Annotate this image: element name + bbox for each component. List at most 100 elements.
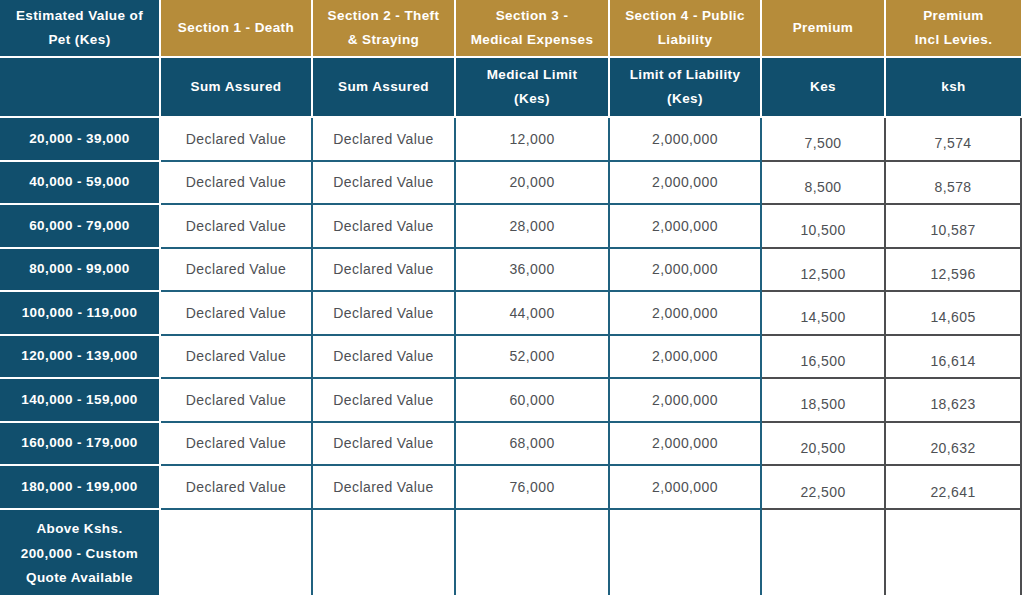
subheader-medical-limit: Medical Limit (Kes) <box>455 57 609 117</box>
header-premium-levies: Premium Incl Levies. <box>885 0 1021 57</box>
theft-sum-cell: Declared Value <box>312 465 455 509</box>
table-header: Estimated Value of Pet (Kes) Section 1 -… <box>0 0 1021 117</box>
sub-header-row: Sum Assured Sum Assured Medical Limit (K… <box>0 57 1021 117</box>
liability-limit-cell: 2,000,000 <box>609 335 761 379</box>
pet-value-cell: 100,000 - 119,000 <box>0 291 160 335</box>
header-section3-medical: Section 3 - Medical Expenses <box>455 0 609 57</box>
liability-limit-cell: 2,000,000 <box>609 204 761 248</box>
theft-sum-cell: Declared Value <box>312 422 455 466</box>
rate-row: 40,000 - 59,000 Declared Value Declared … <box>0 161 1021 205</box>
medical-limit-cell: 60,000 <box>455 378 609 422</box>
rate-row: 100,000 - 119,000 Declared Value Declare… <box>0 291 1021 335</box>
pet-value-cell: 60,000 - 79,000 <box>0 204 160 248</box>
theft-sum-cell: Declared Value <box>312 291 455 335</box>
subheader-pet-value <box>0 57 160 117</box>
death-sum-cell: Declared Value <box>160 204 312 248</box>
death-sum-cell: Declared Value <box>160 248 312 292</box>
theft-sum-cell: Declared Value <box>312 335 455 379</box>
liability-limit-cell: 2,000,000 <box>609 291 761 335</box>
pet-value-cell: 20,000 - 39,000 <box>0 117 160 161</box>
liability-limit-cell: 2,000,000 <box>609 117 761 161</box>
liability-limit-cell: 2,000,000 <box>609 248 761 292</box>
liability-limit-cell: 2,000,000 <box>609 161 761 205</box>
theft-sum-cell: Declared Value <box>312 248 455 292</box>
rate-row: 20,000 - 39,000 Declared Value Declared … <box>0 117 1021 161</box>
theft-sum-cell: Declared Value <box>312 204 455 248</box>
subheader-limit-liability: Limit of Liability (Kes) <box>609 57 761 117</box>
premium-kes-cell: 8,500 <box>761 161 885 205</box>
rate-row: 80,000 - 99,000 Declared Value Declared … <box>0 248 1021 292</box>
premium-kes-cell: 20,500 <box>761 422 885 466</box>
footer-rows: Above Kshs. 200,000 - Custom Quote Avail… <box>0 509 1021 595</box>
liability-limit-cell: 2,000,000 <box>609 465 761 509</box>
theft-sum-cell: Declared Value <box>312 378 455 422</box>
medical-limit-cell: 12,000 <box>455 117 609 161</box>
premium-kes-cell: 16,500 <box>761 335 885 379</box>
premium-incl-cell: 20,632 <box>885 422 1021 466</box>
theft-sum-cell: Declared Value <box>312 117 455 161</box>
death-sum-cell: Declared Value <box>160 291 312 335</box>
death-sum-cell: Declared Value <box>160 335 312 379</box>
rate-row: 60,000 - 79,000 Declared Value Declared … <box>0 204 1021 248</box>
premium-kes-cell: 10,500 <box>761 204 885 248</box>
medical-limit-cell: 68,000 <box>455 422 609 466</box>
rate-rows: 20,000 - 39,000 Declared Value Declared … <box>0 117 1021 509</box>
premium-incl-cell: 18,623 <box>885 378 1021 422</box>
death-sum-cell: Declared Value <box>160 422 312 466</box>
death-sum-cell: Declared Value <box>160 378 312 422</box>
medical-limit-cell: 52,000 <box>455 335 609 379</box>
premium-incl-cell: 16,614 <box>885 335 1021 379</box>
subheader-premium-kes: Kes <box>761 57 885 117</box>
theft-sum-cell-empty <box>312 509 455 595</box>
premium-incl-cell: 22,641 <box>885 465 1021 509</box>
premium-incl-cell: 14,605 <box>885 291 1021 335</box>
premium-incl-cell: 12,596 <box>885 248 1021 292</box>
liability-limit-cell: 2,000,000 <box>609 422 761 466</box>
medical-limit-cell: 76,000 <box>455 465 609 509</box>
death-sum-cell-empty <box>160 509 312 595</box>
custom-quote-row: Above Kshs. 200,000 - Custom Quote Avail… <box>0 509 1021 595</box>
header-premium: Premium <box>761 0 885 57</box>
subheader-sum-assured-1: Sum Assured <box>160 57 312 117</box>
header-section4-liability: Section 4 - Public Liability <box>609 0 761 57</box>
rate-row: 140,000 - 159,000 Declared Value Declare… <box>0 378 1021 422</box>
pet-value-cell: 160,000 - 179,000 <box>0 422 160 466</box>
medical-limit-cell: 44,000 <box>455 291 609 335</box>
liability-limit-cell-empty <box>609 509 761 595</box>
header-section2-theft: Section 2 - Theft & Straying <box>312 0 455 57</box>
premium-incl-cell: 10,587 <box>885 204 1021 248</box>
subheader-premium-ksh: ksh <box>885 57 1021 117</box>
medical-limit-cell: 36,000 <box>455 248 609 292</box>
premium-incl-cell: 7,574 <box>885 117 1021 161</box>
death-sum-cell: Declared Value <box>160 465 312 509</box>
liability-limit-cell: 2,000,000 <box>609 378 761 422</box>
pet-insurance-rate-table-container: Estimated Value of Pet (Kes) Section 1 -… <box>0 0 1024 595</box>
pet-value-cell: 40,000 - 59,000 <box>0 161 160 205</box>
premium-kes-cell: 12,500 <box>761 248 885 292</box>
theft-sum-cell: Declared Value <box>312 161 455 205</box>
custom-quote-cell: Above Kshs. 200,000 - Custom Quote Avail… <box>0 509 160 595</box>
medical-limit-cell-empty <box>455 509 609 595</box>
death-sum-cell: Declared Value <box>160 117 312 161</box>
premium-kes-cell-empty <box>761 509 885 595</box>
pet-insurance-rate-table: Estimated Value of Pet (Kes) Section 1 -… <box>0 0 1022 595</box>
rate-row: 160,000 - 179,000 Declared Value Declare… <box>0 422 1021 466</box>
premium-kes-cell: 22,500 <box>761 465 885 509</box>
premium-kes-cell: 7,500 <box>761 117 885 161</box>
rate-row: 120,000 - 139,000 Declared Value Declare… <box>0 335 1021 379</box>
medical-limit-cell: 28,000 <box>455 204 609 248</box>
premium-incl-cell-empty <box>885 509 1021 595</box>
pet-value-cell: 140,000 - 159,000 <box>0 378 160 422</box>
pet-value-cell: 80,000 - 99,000 <box>0 248 160 292</box>
rate-row: 180,000 - 199,000 Declared Value Declare… <box>0 465 1021 509</box>
medical-limit-cell: 20,000 <box>455 161 609 205</box>
pet-value-cell: 120,000 - 139,000 <box>0 335 160 379</box>
pet-value-cell: 180,000 - 199,000 <box>0 465 160 509</box>
premium-incl-cell: 8,578 <box>885 161 1021 205</box>
premium-kes-cell: 14,500 <box>761 291 885 335</box>
subheader-sum-assured-2: Sum Assured <box>312 57 455 117</box>
header-pet-value: Estimated Value of Pet (Kes) <box>0 0 160 57</box>
section-header-row: Estimated Value of Pet (Kes) Section 1 -… <box>0 0 1021 57</box>
header-section1-death: Section 1 - Death <box>160 0 312 57</box>
premium-kes-cell: 18,500 <box>761 378 885 422</box>
